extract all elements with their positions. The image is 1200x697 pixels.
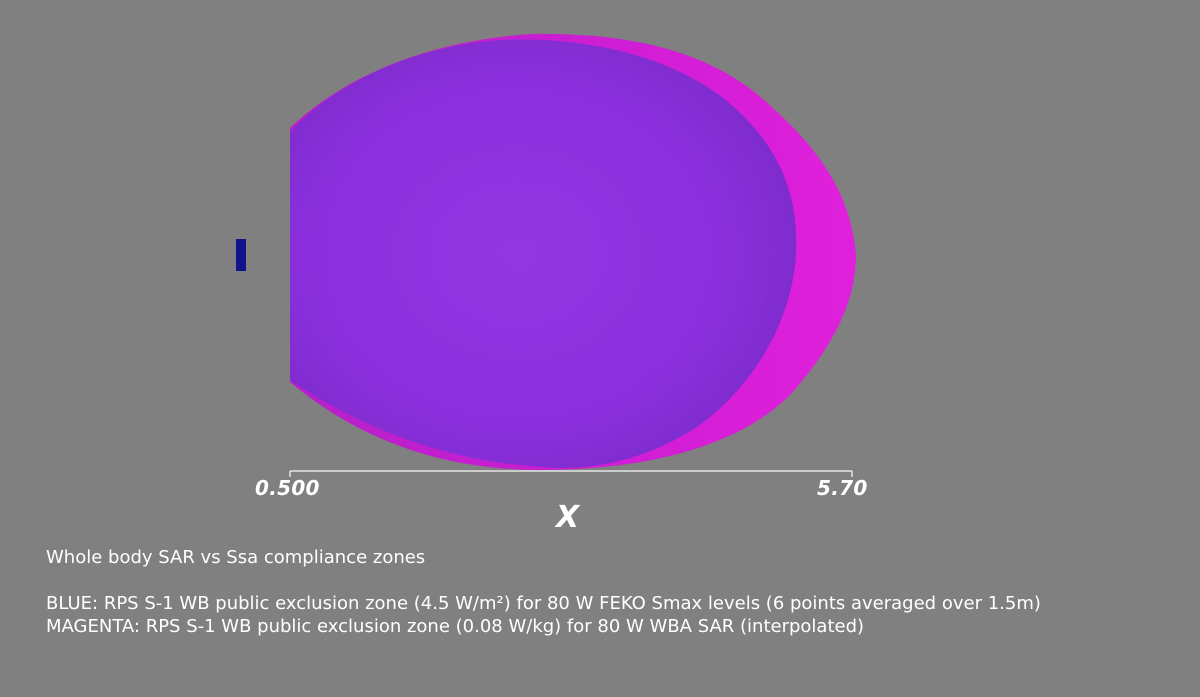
caption-title: Whole body SAR vs Ssa compliance zones <box>46 547 426 568</box>
x-axis-tick-label-min: 0.500 <box>255 476 320 500</box>
x-axis-tick-label-max: 5.70 <box>817 476 868 500</box>
x-axis-title: X <box>556 500 580 535</box>
caption-block: Whole body SAR vs Ssa compliance zones B… <box>46 546 1041 638</box>
blue-smax-exclusion-zone <box>290 39 797 468</box>
caption-magenta-legend: MAGENTA: RPS S-1 WB public exclusion zon… <box>46 616 865 637</box>
caption-spacer <box>46 569 1041 592</box>
caption-blue-legend: BLUE: RPS S-1 WB public exclusion zone (… <box>46 593 1041 614</box>
antenna-marker <box>236 239 246 271</box>
